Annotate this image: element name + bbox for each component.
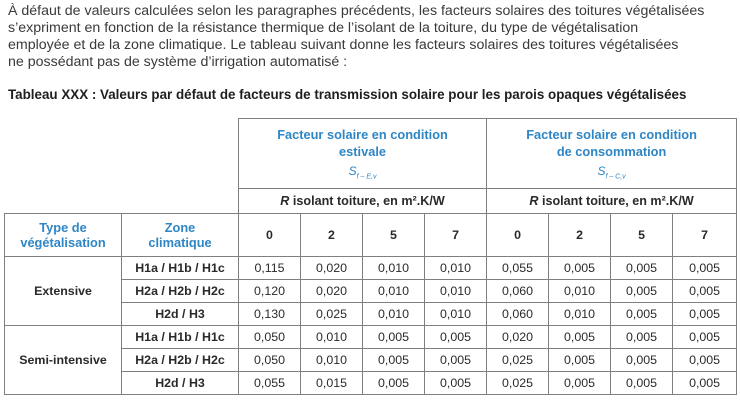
value-cell: 0,005 (610, 302, 674, 326)
solar-factor-table: Facteur solaire en condition estivale Sf… (4, 118, 738, 395)
column-header-r: 0 (238, 213, 301, 257)
value-cell: 0,010 (362, 302, 425, 326)
value-cell: 0,005 (672, 302, 738, 326)
column-header-r: 2 (300, 213, 363, 257)
value-cell: 0,010 (300, 348, 363, 372)
group-header-estivale: Facteur solaire en condition estivale Sf… (237, 118, 488, 189)
value-cell: 0,115 (238, 256, 301, 280)
symbol-s-f-e-v: Sf – E,v (348, 164, 377, 181)
value-cell: 0,010 (423, 279, 488, 303)
value-cell: 0,005 (362, 371, 425, 395)
column-header-r: 5 (610, 213, 674, 257)
column-header-type: Type de végétalisation (4, 213, 122, 257)
table-row: H2a / H2b / H2c 0,050 0,010 0,005 0,005 … (5, 348, 738, 372)
value-cell: 0,005 (548, 348, 612, 372)
blank-corner-cell (4, 118, 239, 214)
value-cell: 0,010 (548, 279, 612, 303)
zone-cell: H1a / H1b / H1c (121, 325, 239, 349)
symbol-s-f-c-v: Sf – C,v (597, 164, 626, 181)
column-header-r: 2 (548, 213, 612, 257)
value-cell: 0,005 (548, 325, 612, 349)
value-cell: 0,050 (238, 348, 301, 372)
group-header-consommation: Facteur solaire en condition de consomma… (486, 118, 738, 189)
value-cell: 0,005 (423, 371, 488, 395)
value-cell: 0,005 (610, 279, 674, 303)
value-cell: 0,020 (300, 279, 363, 303)
value-cell: 0,060 (486, 279, 550, 303)
column-header-r: 7 (672, 213, 738, 257)
intro-line: employée et de la zone climatique. Le ta… (8, 37, 679, 53)
value-cell: 0,015 (300, 371, 363, 395)
value-cell: 0,005 (610, 325, 674, 349)
value-cell: 0,005 (672, 325, 738, 349)
column-header-r: 5 (362, 213, 425, 257)
value-cell: 0,060 (486, 302, 550, 326)
value-cell: 0,005 (610, 348, 674, 372)
column-header-r: 7 (423, 213, 488, 257)
value-cell: 0,005 (423, 348, 488, 372)
value-cell: 0,130 (238, 302, 301, 326)
value-cell: 0,005 (548, 371, 612, 395)
zone-cell: H2d / H3 (121, 371, 239, 395)
group-title: Facteur solaire en condition de consomma… (526, 127, 697, 160)
column-header-zone: Zone climatique (121, 213, 239, 257)
table-row: H2d / H3 0,130 0,025 0,010 0,010 0,060 0… (5, 302, 738, 326)
zone-cell: H1a / H1b / H1c (121, 256, 239, 280)
table-row: Extensive H1a / H1b / H1c 0,115 0,020 0,… (4, 256, 738, 326)
intro-line: s’expriment en fonction de la résistance… (8, 20, 639, 36)
value-cell: 0,010 (300, 325, 363, 349)
group-title: Facteur solaire en condition estivale (277, 127, 448, 160)
intro-line: ne possédant pas de système d’irrigation… (8, 54, 348, 70)
zone-cell: H2a / H2b / H2c (121, 348, 239, 372)
value-cell: 0,010 (362, 256, 425, 280)
row-header-type: Semi-intensive (4, 325, 122, 395)
unit-header-estivale: R isolant toiture, en m².K/W (237, 188, 488, 214)
unit-header-consommation: R isolant toiture, en m².K/W (486, 188, 738, 214)
value-cell: 0,055 (486, 256, 550, 280)
value-cell: 0,020 (486, 325, 550, 349)
value-cell: 0,025 (300, 302, 363, 326)
value-cell: 0,020 (300, 256, 363, 280)
value-cell: 0,005 (610, 371, 674, 395)
zone-cell: H2a / H2b / H2c (121, 279, 239, 303)
value-cell: 0,010 (362, 279, 425, 303)
row-header-type: Extensive (4, 256, 122, 326)
value-cell: 0,005 (672, 256, 738, 280)
table-row: Semi-intensive H1a / H1b / H1c 0,050 0,0… (4, 325, 738, 395)
value-cell: 0,005 (548, 256, 612, 280)
table-row: H2a / H2b / H2c 0,120 0,020 0,010 0,010 … (5, 279, 738, 303)
value-cell: 0,005 (362, 348, 425, 372)
table-caption: Tableau XXX : Valeurs par défaut de fact… (8, 87, 687, 102)
value-cell: 0,010 (423, 302, 488, 326)
value-cell: 0,010 (548, 302, 612, 326)
column-header-r: 0 (486, 213, 550, 257)
value-cell: 0,120 (238, 279, 301, 303)
value-cell: 0,025 (486, 348, 550, 372)
value-cell: 0,005 (672, 348, 738, 372)
value-cell: 0,010 (423, 256, 488, 280)
value-cell: 0,005 (610, 256, 674, 280)
value-cell: 0,055 (238, 371, 301, 395)
value-cell: 0,005 (362, 325, 425, 349)
value-cell: 0,005 (423, 325, 488, 349)
intro-line: À défaut de valeurs calculées selon les … (8, 3, 705, 19)
value-cell: 0,050 (238, 325, 301, 349)
value-cell: 0,005 (672, 279, 738, 303)
intro-paragraph: À défaut de valeurs calculées selon les … (8, 3, 734, 71)
value-cell: 0,005 (672, 371, 738, 395)
table-row: H2d / H3 0,055 0,015 0,005 0,005 0,025 0… (5, 371, 738, 395)
value-cell: 0,025 (486, 371, 550, 395)
zone-cell: H2d / H3 (121, 302, 239, 326)
